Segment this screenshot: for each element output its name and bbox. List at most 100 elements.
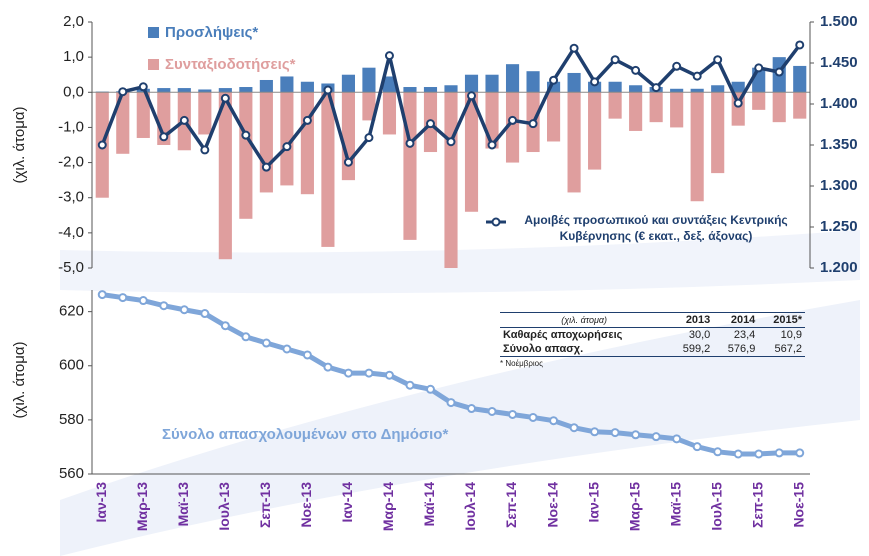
x-tick-label: Μαϊ-15	[667, 482, 683, 527]
marker	[610, 428, 620, 438]
y2-tick-label: 1.250	[820, 218, 858, 235]
marker	[508, 115, 518, 125]
bar	[711, 85, 725, 93]
marker	[200, 145, 210, 155]
y2-tick-label: 1.400	[820, 95, 858, 112]
y-tick-label: 620	[59, 303, 84, 320]
bar	[280, 92, 294, 186]
x-tick-label: Νοε-13	[298, 482, 314, 528]
x-tick-label: Ιαν-15	[585, 482, 601, 523]
marker	[282, 142, 292, 152]
y-tick-label: 580	[59, 411, 84, 428]
table-cell: 10,9	[780, 329, 802, 341]
bar	[218, 88, 232, 93]
marker	[651, 83, 661, 93]
y-tick-label: -1,0	[58, 118, 84, 135]
bar	[239, 92, 253, 219]
legend-swatch	[148, 27, 159, 38]
legend-swatch	[148, 59, 159, 70]
marker	[384, 51, 394, 61]
marker	[508, 409, 518, 419]
bar	[464, 92, 479, 212]
marker	[569, 423, 579, 433]
marker	[590, 77, 600, 87]
bar	[690, 92, 704, 202]
marker	[364, 133, 374, 143]
x-tick-label: Νοε-14	[544, 482, 560, 528]
y2-tick-label: 1.350	[820, 136, 858, 153]
bar	[403, 92, 417, 240]
bar	[341, 74, 355, 93]
bar	[567, 92, 581, 193]
marker	[323, 362, 333, 372]
y-tick-label: 1,0	[63, 48, 84, 65]
x-tick-label: Ιαν-14	[339, 482, 355, 523]
marker	[795, 448, 805, 458]
bar	[670, 88, 684, 93]
bar	[259, 79, 273, 93]
x-tick-label: Σεπ-14	[503, 482, 519, 528]
table-note: * Νοέμβριος	[500, 359, 543, 368]
marker	[467, 404, 477, 414]
x-tick-label: Ιουλ-15	[708, 482, 724, 531]
marker	[241, 332, 251, 342]
marker	[425, 384, 435, 394]
bar	[341, 92, 355, 181]
bar	[382, 76, 397, 93]
bar	[239, 87, 253, 93]
bar	[670, 92, 684, 128]
y-axis-label: (χιλ. άτομα)	[11, 341, 28, 418]
background-swoosh	[60, 300, 860, 556]
background-swoosh	[60, 230, 860, 294]
marker	[118, 293, 128, 303]
marker	[487, 406, 497, 416]
bar	[629, 92, 643, 131]
summary-table: (χιλ. άτομα) 2013 2014 2015* Καθαρές απο…	[500, 312, 805, 368]
bar	[382, 92, 397, 135]
bar	[567, 72, 581, 93]
x-tick-label: Σεπ-13	[257, 482, 273, 528]
bar	[444, 92, 458, 269]
x-tick-label: Μαϊ-14	[421, 482, 437, 527]
marker	[467, 91, 477, 101]
marker	[672, 434, 682, 444]
marker	[323, 85, 333, 95]
bar	[608, 81, 622, 93]
marker	[569, 43, 579, 53]
marker	[590, 427, 600, 437]
x-tick-label: Σεπ-15	[749, 482, 765, 528]
marker	[528, 119, 538, 129]
bar	[300, 92, 314, 195]
marker	[446, 398, 456, 408]
series-label: Σύνολο απασχολουμένων στο Δημόσιο*	[162, 426, 448, 443]
marker	[610, 55, 620, 65]
x-tick-label: Μαρ-13	[134, 482, 150, 531]
y2-tick-label: 1.300	[820, 177, 858, 194]
bar	[629, 85, 643, 93]
bar	[136, 92, 150, 138]
y2-tick-label: 1.200	[820, 259, 858, 276]
marker	[631, 430, 641, 440]
bar	[157, 88, 171, 93]
bar	[321, 92, 335, 247]
marker	[713, 55, 723, 65]
y-tick-label: -3,0	[58, 189, 84, 206]
marker	[159, 301, 169, 311]
marker	[302, 115, 312, 125]
table-cell: 23,4	[733, 329, 756, 341]
marker	[343, 368, 353, 378]
marker	[343, 157, 353, 167]
marker	[713, 447, 723, 457]
marker	[692, 442, 702, 452]
marker	[549, 75, 559, 85]
marker	[774, 67, 784, 77]
marker	[179, 305, 189, 315]
bar	[362, 92, 376, 121]
marker	[631, 65, 641, 75]
y-tick-label: 560	[59, 465, 84, 482]
marker	[733, 449, 743, 459]
y-tick-label: -5,0	[58, 259, 84, 276]
legend-label: Συνταξιοδοτήσεις*	[165, 56, 296, 73]
table-header: 2014	[713, 312, 759, 328]
bar	[588, 92, 602, 170]
